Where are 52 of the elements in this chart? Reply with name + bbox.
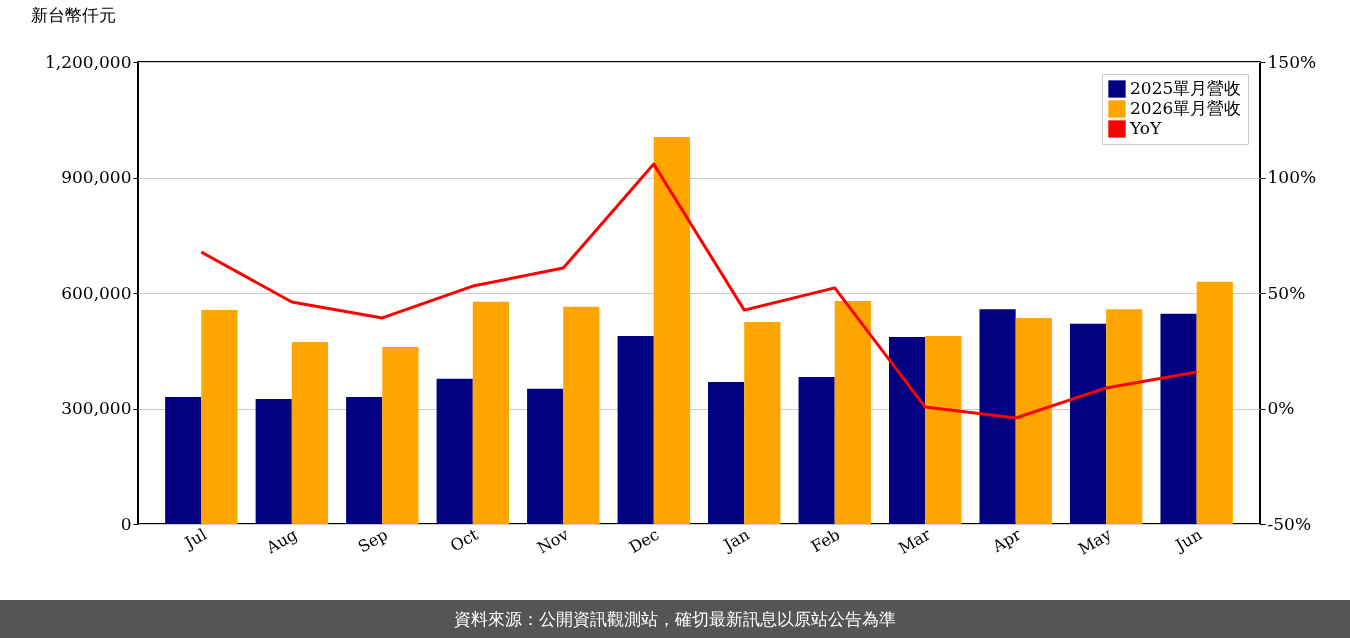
bar (291, 341, 329, 524)
y2-tick-label: 150% (1267, 51, 1317, 72)
source-note: 資料來源：公開資訊觀測站，確切最新訊息以原站公告為準 (0, 600, 1350, 638)
x-tick-label: Feb (807, 524, 844, 557)
bar (1196, 281, 1233, 524)
bar (255, 398, 292, 524)
y2-tick-label: 0% (1267, 398, 1295, 418)
bar (165, 396, 202, 524)
bar (527, 388, 564, 524)
bar (798, 376, 835, 524)
legend-label: 2026單月營收 (1130, 98, 1242, 118)
bar (744, 321, 781, 524)
bar (346, 396, 383, 524)
legend-label: 2025單月營收 (1130, 78, 1242, 98)
x-tick-label: Jun (1170, 524, 1206, 556)
y2-tick-label: -50% (1267, 513, 1312, 534)
x-tick-label: Dec (625, 524, 663, 557)
bar (617, 336, 654, 524)
bar (1160, 313, 1197, 524)
bar (201, 309, 238, 524)
x-tick-label: Nov (533, 524, 572, 558)
y-tick-label: 600,000 (61, 282, 132, 303)
bar (1106, 309, 1143, 524)
bar (708, 381, 745, 524)
x-tick-label: Jul (179, 524, 210, 554)
y2-tick-label: 50% (1267, 282, 1306, 303)
bar (925, 336, 962, 524)
bar (1015, 318, 1052, 524)
x-tick-label: Apr (988, 524, 1025, 557)
bar (436, 378, 473, 524)
x-tick-label: Sep (354, 524, 391, 557)
bar (889, 336, 926, 524)
bar (382, 346, 419, 524)
line-series (199, 162, 1199, 420)
x-tick-label: Aug (262, 524, 301, 558)
bar (1069, 323, 1107, 524)
y-tick-label: 900,000 (61, 167, 132, 187)
x-tick-label: May (1074, 524, 1115, 559)
legend-label: YoY (1129, 118, 1162, 138)
y-axis-title: 新台幣仟元 (30, 4, 116, 25)
x-tick-label: Mar (895, 524, 935, 559)
y2-tick-label: 100% (1267, 167, 1317, 187)
x-tick-label: Oct (447, 524, 482, 556)
y-tick-label: 1,200,000 (44, 51, 132, 72)
y-tick-label: 300,000 (61, 398, 132, 418)
bar (834, 301, 871, 524)
y-tick-label: 0 (120, 513, 132, 534)
x-tick-label: Jan (718, 524, 753, 556)
bar (653, 137, 690, 524)
bar (979, 309, 1016, 524)
bar (563, 306, 600, 524)
bar (472, 301, 509, 524)
